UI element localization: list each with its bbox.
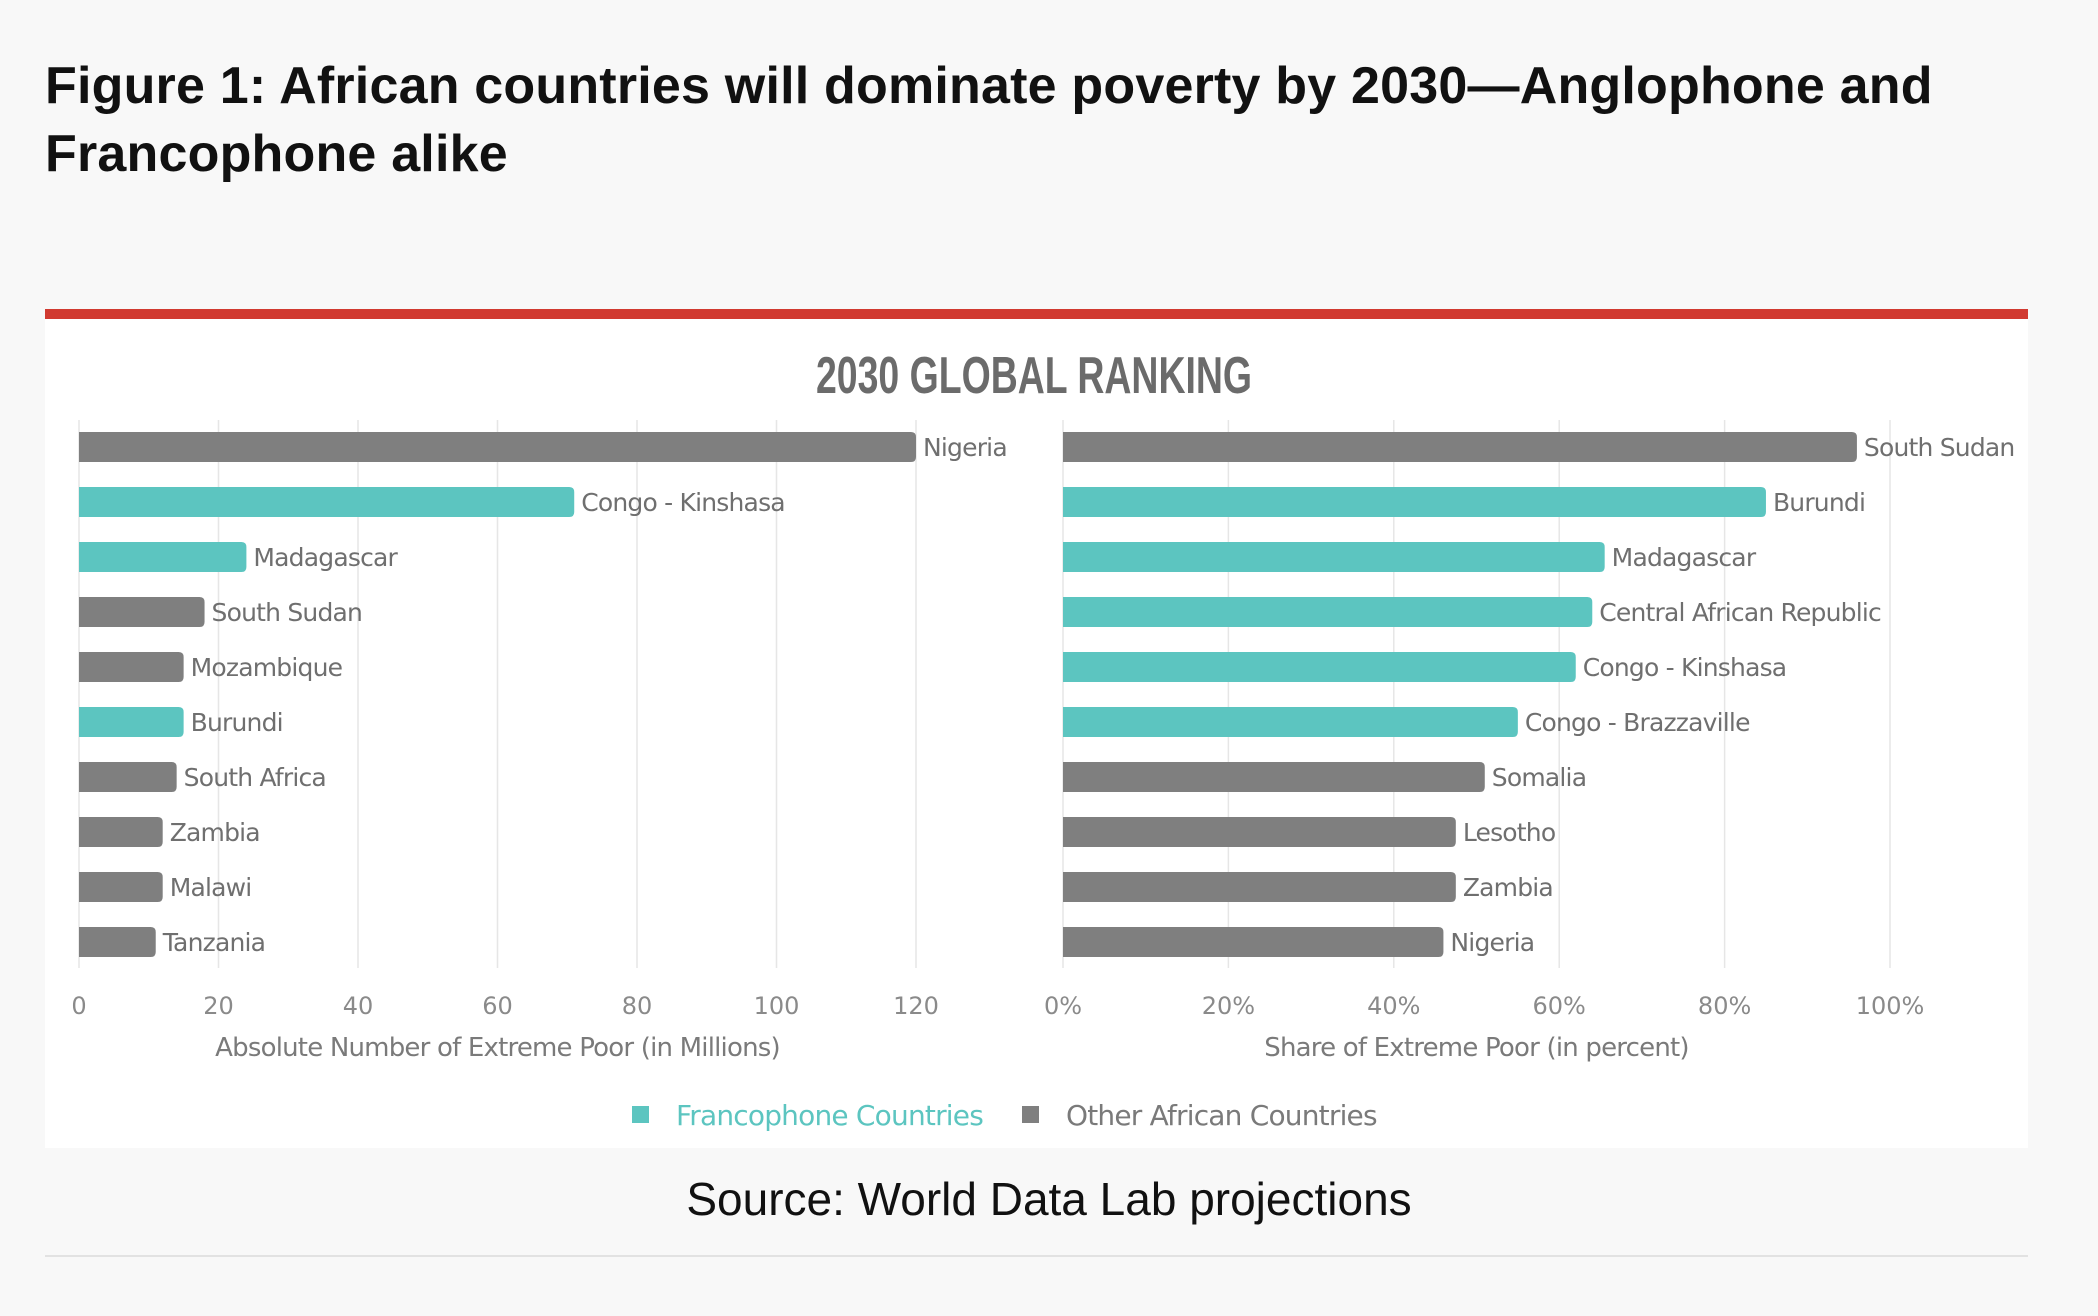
bar (1063, 927, 1444, 957)
bar-label: Nigeria (1450, 928, 1534, 957)
x-tick-label: 40 (343, 992, 374, 1020)
bar-label: Madagascar (1612, 543, 1757, 572)
bar-label: Congo - Kinshasa (581, 488, 785, 517)
x-tick-label: 0% (1044, 992, 1082, 1020)
bar (79, 707, 184, 737)
left-bar-chart: 0 20 40 60 80 100 120 Nigeria Congo - Kinshasa Ma… (71, 420, 1008, 1063)
bar (1063, 652, 1576, 682)
bar-label: South Sudan (1864, 433, 2015, 462)
bar (1063, 872, 1456, 902)
bar-label: Burundi (1773, 488, 1865, 517)
source-note: Source: World Data Lab projections (686, 1173, 1412, 1225)
figure-title: Figure 1: African countries will dominat… (45, 57, 1933, 183)
bar (79, 652, 184, 682)
bar (1063, 432, 1857, 462)
bar-label: Somalia (1492, 763, 1586, 792)
bar-label: Nigeria (923, 433, 1007, 462)
bar-label: Malawi (170, 873, 252, 902)
x-tick-label: 100% (1856, 992, 1925, 1020)
x-tick-label: 100 (754, 992, 800, 1020)
bar-label: Burundi (191, 708, 283, 737)
chart-title: 2030 GLOBAL RANKING (816, 346, 1252, 405)
right-bar-chart: 0% 20% 40% 60% 80% 100% South Sudan Burundi Mada… (1044, 420, 2015, 1063)
legend-label: Francophone Countries (676, 1099, 983, 1132)
bar-label: Madagascar (253, 543, 398, 572)
legend: Francophone Countries Other African Count… (632, 1099, 1378, 1132)
bar-label: Tanzania (162, 928, 265, 957)
bar (78, 762, 177, 792)
x-axis-label: Absolute Number of Extreme Poor (in Mill… (215, 1033, 780, 1063)
legend-label: Other African Countries (1066, 1099, 1377, 1132)
legend-swatch (632, 1106, 649, 1123)
x-tick-label: 80 (622, 992, 653, 1020)
bar-label: Lesotho (1463, 818, 1556, 847)
bar (1063, 542, 1605, 572)
bar (79, 542, 247, 572)
bar (1063, 762, 1485, 792)
bar (1063, 597, 1593, 627)
bar (79, 597, 205, 627)
bar (1063, 817, 1456, 847)
bar-label: Mozambique (191, 653, 343, 682)
x-tick-label: 40% (1367, 992, 1420, 1020)
x-tick-label: 60% (1533, 992, 1586, 1020)
x-tick-label: 60 (482, 992, 513, 1020)
bar (78, 487, 575, 517)
x-tick-label: 20% (1202, 992, 1255, 1020)
legend-swatch (1022, 1106, 1039, 1123)
x-tick-label: 80% (1698, 992, 1751, 1020)
bar-label: Central African Republic (1599, 598, 1881, 627)
bar (79, 432, 916, 462)
bar (1063, 487, 1766, 517)
bar-label: Zambia (170, 818, 260, 847)
bar-label: Congo - Brazzaville (1525, 708, 1750, 737)
bar-label: South Africa (184, 763, 326, 792)
divider (45, 1255, 2028, 1257)
bar-label: Zambia (1463, 873, 1553, 902)
x-axis-label: Share of Extreme Poor (in percent) (1264, 1033, 1689, 1063)
x-tick-label: 120 (893, 992, 939, 1020)
bar (1063, 707, 1518, 737)
bar (79, 872, 163, 902)
x-tick-label: 0 (71, 992, 86, 1020)
bar-label: Congo - Kinshasa (1583, 653, 1787, 682)
bar-label: South Sudan (212, 598, 363, 627)
bar (79, 817, 163, 847)
accent-rule (45, 309, 2028, 319)
x-tick-label: 20 (203, 992, 234, 1020)
bar (79, 927, 156, 957)
